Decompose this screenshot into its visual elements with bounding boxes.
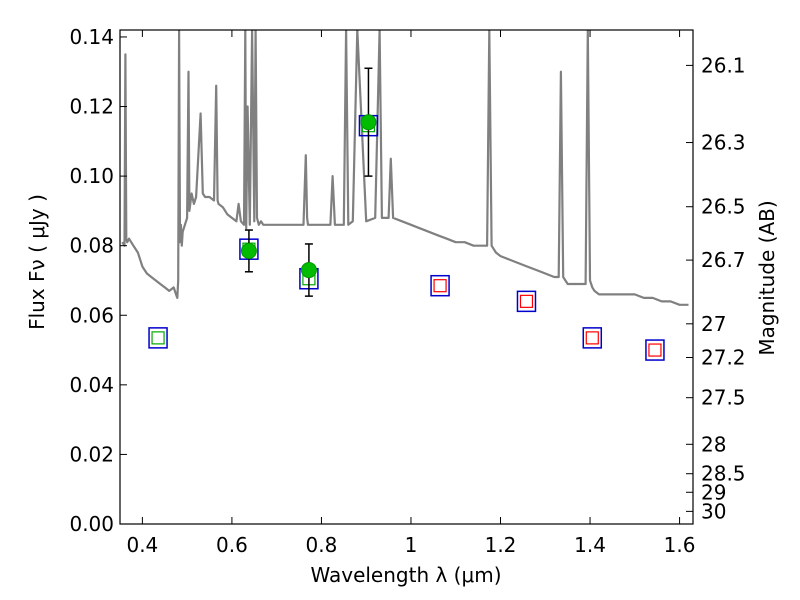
x-tick-label: 0.8 (306, 533, 338, 557)
spectrum-layer (121, 30, 689, 306)
x-tick-label: 0.4 (126, 533, 158, 557)
model-flux-box (645, 339, 665, 361)
y-axis-ticks: 0.00 0.02 0.04 0.06 0.08 0.10 0.12 0.14 (69, 25, 127, 536)
magnitude-tick-label: 26.5 (701, 195, 746, 219)
magnitude-tick-label: 28 (701, 432, 726, 456)
y-axis-label: Flux Fν ( μJy ) (25, 194, 49, 330)
x-tick-label: 0.6 (216, 533, 248, 557)
magnitude-tick-label: 29 (701, 480, 726, 504)
measured-flux-point (360, 114, 377, 131)
magnitude-tick-label: 26.1 (701, 53, 746, 77)
x-axis-ticks: 0.4 0.6 0.8 1 1.2 1.4 1.6 (126, 30, 695, 557)
measured-flux-point (240, 242, 257, 259)
model-flux-box (148, 327, 168, 349)
y-tick-label: 0.04 (69, 373, 114, 397)
magnitude-axis-label: Magnitude (AB) (755, 200, 779, 355)
magnitude-tick-label: 27 (701, 312, 726, 336)
magnitude-tick-label: 26.3 (701, 131, 746, 155)
y-tick-label: 0.12 (69, 95, 114, 119)
photometry-layer (148, 67, 665, 361)
spectrum-line (121, 30, 689, 306)
x-tick-label: 1.4 (574, 533, 606, 557)
model-flux-box (582, 327, 603, 349)
model-flux-box (430, 274, 450, 297)
x-tick-label: 1.6 (664, 533, 696, 557)
filter-flux-box (585, 331, 599, 345)
magnitude-tick-label: 30 (701, 499, 726, 523)
plot-frame (119, 29, 694, 525)
magnitude-tick-label: 28.5 (701, 462, 746, 486)
x-axis-label: Wavelength λ (μm) (310, 563, 501, 587)
y-tick-label: 0.14 (69, 25, 114, 49)
filter-flux-box (519, 294, 534, 308)
filter-flux-box (648, 343, 662, 357)
filter-flux-box (433, 279, 447, 293)
y-tick-label: 0.08 (69, 234, 114, 258)
y-tick-label: 0.06 (69, 303, 114, 327)
y-tick-label: 0.02 (69, 442, 114, 466)
measured-flux-point (300, 262, 317, 279)
y-tick-label: 0.10 (69, 164, 114, 188)
magnitude-tick-label: 27.5 (701, 386, 746, 410)
x-tick-label: 1.2 (485, 533, 517, 557)
magnitude-tick-label: 26.7 (701, 248, 746, 272)
y-tick-label: 0.00 (69, 512, 114, 536)
magnitude-tick-label: 27.2 (701, 345, 746, 369)
filter-flux-box (151, 331, 165, 345)
x-tick-label: 1 (405, 533, 418, 557)
model-flux-box (516, 290, 537, 313)
